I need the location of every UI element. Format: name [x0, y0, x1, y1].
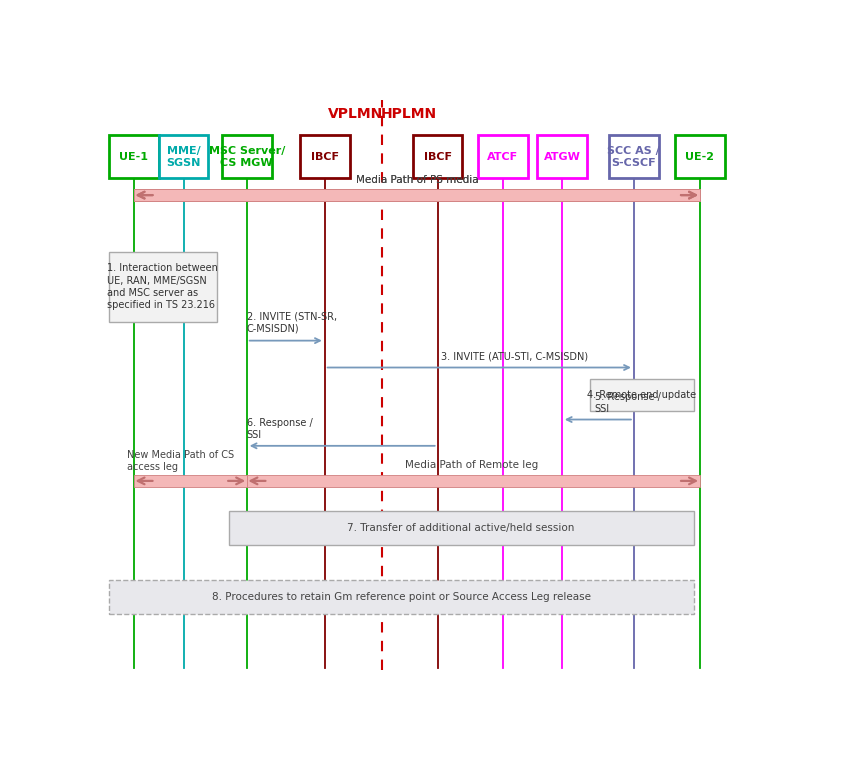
Text: 6. Response /
SSI: 6. Response / SSI — [247, 418, 312, 440]
Text: New Media Path of CS
access leg: New Media Path of CS access leg — [127, 450, 234, 472]
Text: ATGW: ATGW — [544, 152, 580, 162]
Text: UE-2: UE-2 — [685, 152, 714, 162]
Text: 8. Procedures to retain Gm reference point or Source Access Leg release: 8. Procedures to retain Gm reference poi… — [212, 591, 590, 602]
Text: 5. Response /
SSI: 5. Response / SSI — [595, 392, 661, 414]
FancyBboxPatch shape — [675, 136, 725, 178]
FancyBboxPatch shape — [159, 136, 208, 178]
Text: ATCF: ATCF — [487, 152, 518, 162]
Text: MME/
SGSN: MME/ SGSN — [166, 146, 201, 168]
Text: Media Path of PS media: Media Path of PS media — [356, 175, 479, 184]
Text: VPLMN: VPLMN — [328, 108, 383, 121]
Text: IBCF: IBCF — [310, 152, 339, 162]
Text: HPLMN: HPLMN — [381, 108, 437, 121]
FancyBboxPatch shape — [609, 136, 659, 178]
FancyBboxPatch shape — [300, 136, 349, 178]
Text: SCC AS /
S-CSCF: SCC AS / S-CSCF — [608, 146, 660, 168]
FancyBboxPatch shape — [590, 380, 694, 411]
FancyBboxPatch shape — [109, 580, 694, 613]
Text: Media Path of PS media: Media Path of PS media — [356, 175, 479, 184]
Text: 3. INVITE (ATU-STI, C-MSISDN): 3. INVITE (ATU-STI, C-MSISDN) — [441, 351, 588, 362]
Text: IBCF: IBCF — [424, 152, 452, 162]
Text: 4. Remote end update: 4. Remote end update — [587, 390, 696, 400]
FancyBboxPatch shape — [222, 136, 271, 178]
Text: 2. INVITE (STN-SR,
C-MSISDN): 2. INVITE (STN-SR, C-MSISDN) — [247, 311, 337, 333]
Bar — [134, 189, 700, 201]
FancyBboxPatch shape — [413, 136, 462, 178]
FancyBboxPatch shape — [537, 136, 587, 178]
FancyBboxPatch shape — [478, 136, 528, 178]
FancyBboxPatch shape — [109, 251, 217, 323]
Bar — [134, 475, 247, 487]
Bar — [134, 189, 700, 201]
Bar — [247, 475, 700, 487]
Text: 1. Interaction between
UE, RAN, MME/SGSN
and MSC server as
specified in TS 23.21: 1. Interaction between UE, RAN, MME/SGSN… — [108, 263, 218, 310]
Text: Media Path of Remote leg: Media Path of Remote leg — [405, 461, 538, 471]
Text: MSC Server/
CS MGW: MSC Server/ CS MGW — [209, 146, 285, 168]
FancyBboxPatch shape — [229, 512, 694, 545]
Text: 7. Transfer of additional active/held session: 7. Transfer of additional active/held se… — [348, 523, 575, 534]
FancyBboxPatch shape — [109, 136, 159, 178]
Text: UE-1: UE-1 — [120, 152, 148, 162]
